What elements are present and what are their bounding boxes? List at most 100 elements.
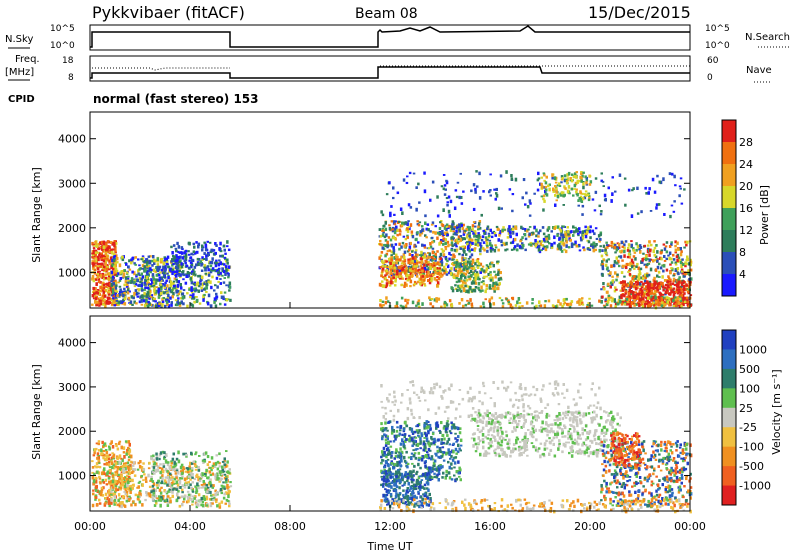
range-gate-cell <box>632 301 635 305</box>
range-gate-cell <box>128 442 131 447</box>
range-gate-cell <box>635 265 638 268</box>
range-gate-cell <box>384 264 387 269</box>
range-gate-cell <box>155 273 159 277</box>
range-gate-cell <box>458 223 461 227</box>
range-gate-cell <box>529 241 532 244</box>
range-gate-cell <box>517 297 521 301</box>
range-gate-cell <box>461 245 464 248</box>
range-gate-cell <box>213 297 217 301</box>
range-gate-cell <box>219 271 222 276</box>
range-gate-cell <box>481 289 484 292</box>
range-gate-cell <box>104 478 108 482</box>
range-gate-cell <box>103 444 106 447</box>
range-gate-cell <box>182 295 186 299</box>
range-gate-cell <box>146 264 149 268</box>
range-gate-cell <box>539 182 542 186</box>
range-gate-cell <box>634 291 637 294</box>
range-gate-cell <box>129 490 132 495</box>
range-gate-cell <box>526 229 529 233</box>
range-gate-cell <box>620 281 623 284</box>
range-gate-cell <box>443 270 446 275</box>
range-gate-cell <box>111 258 114 263</box>
range-gate-cell <box>471 260 475 264</box>
range-gate-cell <box>438 274 442 277</box>
range-gate-cell <box>644 276 647 280</box>
range-gate-cell <box>202 480 205 484</box>
range-gate-cell <box>399 266 403 270</box>
range-gate-cell <box>582 233 585 236</box>
range-gate-cell <box>414 245 418 248</box>
range-gate-cell <box>385 282 389 286</box>
range-gate-cell <box>451 220 455 223</box>
range-gate-cell <box>203 473 207 475</box>
range-gate-cell <box>659 292 662 297</box>
range-gate-cell <box>515 232 518 237</box>
range-gate-cell <box>477 281 481 286</box>
range-gate-cell <box>223 492 226 496</box>
range-gate-cell <box>163 291 166 295</box>
range-gate-cell <box>197 466 200 470</box>
range-gate-cell <box>556 244 560 248</box>
range-gate-cell <box>423 255 426 259</box>
range-gate-cell <box>566 177 570 182</box>
range-gate-cell <box>463 263 466 268</box>
range-gate-cell <box>418 221 422 224</box>
range-gate-cell <box>668 256 671 261</box>
range-gate-cell <box>454 232 457 236</box>
range-gate-cell <box>156 486 159 489</box>
range-gate-cell <box>176 284 180 288</box>
range-gate-cell <box>609 285 612 289</box>
nsearch-tick-bottom: 10^0 <box>705 41 730 51</box>
range-gate-cell <box>131 303 134 306</box>
range-gate-cell <box>652 282 656 285</box>
range-gate-cell <box>567 185 571 189</box>
range-gate-cell <box>677 301 681 305</box>
range-gate-cell <box>632 249 635 252</box>
range-gate-cell <box>148 297 151 300</box>
range-gate-cell <box>610 240 614 245</box>
range-gate-cell <box>396 191 400 195</box>
range-gate-cell <box>559 302 562 306</box>
range-gate-cell <box>457 284 460 288</box>
range-gate-cell <box>151 498 155 501</box>
range-gate-cell <box>632 294 635 297</box>
range-gate-cell <box>682 280 685 284</box>
range-gate-cell <box>420 284 423 287</box>
range-gate-cell <box>198 455 201 457</box>
range-gate-cell <box>217 271 220 275</box>
range-gate-cell <box>659 299 662 303</box>
range-gate-cell <box>689 258 692 263</box>
range-gate-cell <box>632 247 635 251</box>
freq-panel-frame <box>89 55 691 82</box>
range-gate-cell <box>399 269 402 273</box>
range-gate-cell <box>138 268 141 271</box>
range-gate-cell <box>213 300 216 304</box>
range-gate-cell <box>472 207 476 212</box>
range-gate-cell <box>149 285 152 288</box>
range-gate-cell <box>174 303 178 307</box>
range-gate-cell <box>492 302 495 305</box>
range-gate-cell <box>107 499 111 503</box>
range-gate-cell <box>455 249 458 253</box>
range-gate-cell <box>128 299 131 302</box>
range-gate-cell <box>474 240 478 244</box>
range-gate-cell <box>181 488 184 492</box>
range-gate-cell <box>445 262 448 266</box>
nsearch-tick-top: 10^5 <box>705 24 730 34</box>
range-gate-cell <box>471 227 474 231</box>
range-gate-cell <box>206 455 210 459</box>
range-gate-cell <box>218 267 221 270</box>
range-gate-cell <box>126 474 129 478</box>
range-gate-cell <box>660 297 663 301</box>
range-gate-cell <box>151 471 155 473</box>
range-gate-cell <box>407 260 410 265</box>
range-gate-cell <box>497 286 500 291</box>
range-gate-cell <box>559 192 563 197</box>
range-gate-cell <box>567 302 570 307</box>
range-gate-cell <box>679 298 683 303</box>
range-gate-cell <box>473 234 476 238</box>
range-gate-cell <box>208 481 212 485</box>
range-gate-cell <box>576 179 579 183</box>
range-gate-cell <box>642 252 645 255</box>
range-gate-cell <box>143 265 146 269</box>
